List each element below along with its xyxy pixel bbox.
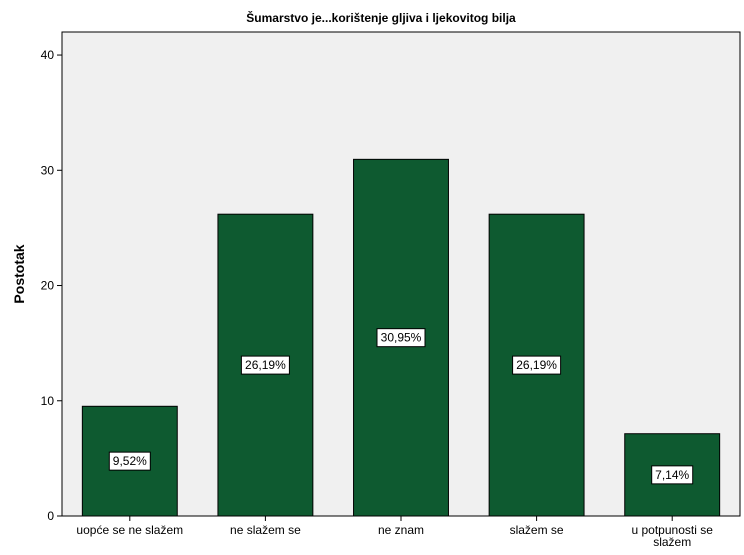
category-label-4: slažem se bbox=[510, 523, 564, 537]
bars: 9,52% 26,19% 30,95% 26,19% 7,14% bbox=[81, 158, 721, 517]
chart-title: Šumarstvo je...korištenje gljiva i ljeko… bbox=[246, 10, 516, 25]
category-label-1: uopće se ne slažem bbox=[76, 523, 183, 537]
category-label-5-line-2: slažem bbox=[653, 535, 691, 549]
data-label-2: 26,19% bbox=[245, 358, 286, 372]
y-axis: 0 10 20 30 40 bbox=[41, 48, 62, 523]
data-label-4: 26,19% bbox=[516, 358, 557, 372]
y-tick-label-30: 30 bbox=[41, 163, 55, 177]
x-axis: uopće se ne slažem ne slažem se ne znam sla… bbox=[76, 516, 713, 549]
y-tick-label-10: 10 bbox=[41, 394, 55, 408]
category-label-3: ne znam bbox=[378, 523, 424, 537]
data-label-5: 7,14% bbox=[655, 468, 689, 482]
data-label-box-3 bbox=[376, 328, 426, 348]
category-label-2: ne slažem se bbox=[230, 523, 301, 537]
data-label-box-4 bbox=[512, 355, 562, 375]
data-label-1: 9,52% bbox=[113, 454, 147, 468]
y-axis-label: Postotak bbox=[11, 244, 27, 303]
data-label-box-1 bbox=[108, 451, 151, 471]
data-label-box-5 bbox=[651, 465, 694, 485]
category-label-5-line-1: u potpunosti se bbox=[631, 523, 713, 537]
data-label-3: 30,95% bbox=[381, 331, 422, 345]
y-tick-label-40: 40 bbox=[41, 48, 55, 62]
y-tick-label-20: 20 bbox=[41, 279, 55, 293]
y-tick-label-0: 0 bbox=[47, 509, 54, 523]
data-label-box-2 bbox=[240, 355, 290, 375]
